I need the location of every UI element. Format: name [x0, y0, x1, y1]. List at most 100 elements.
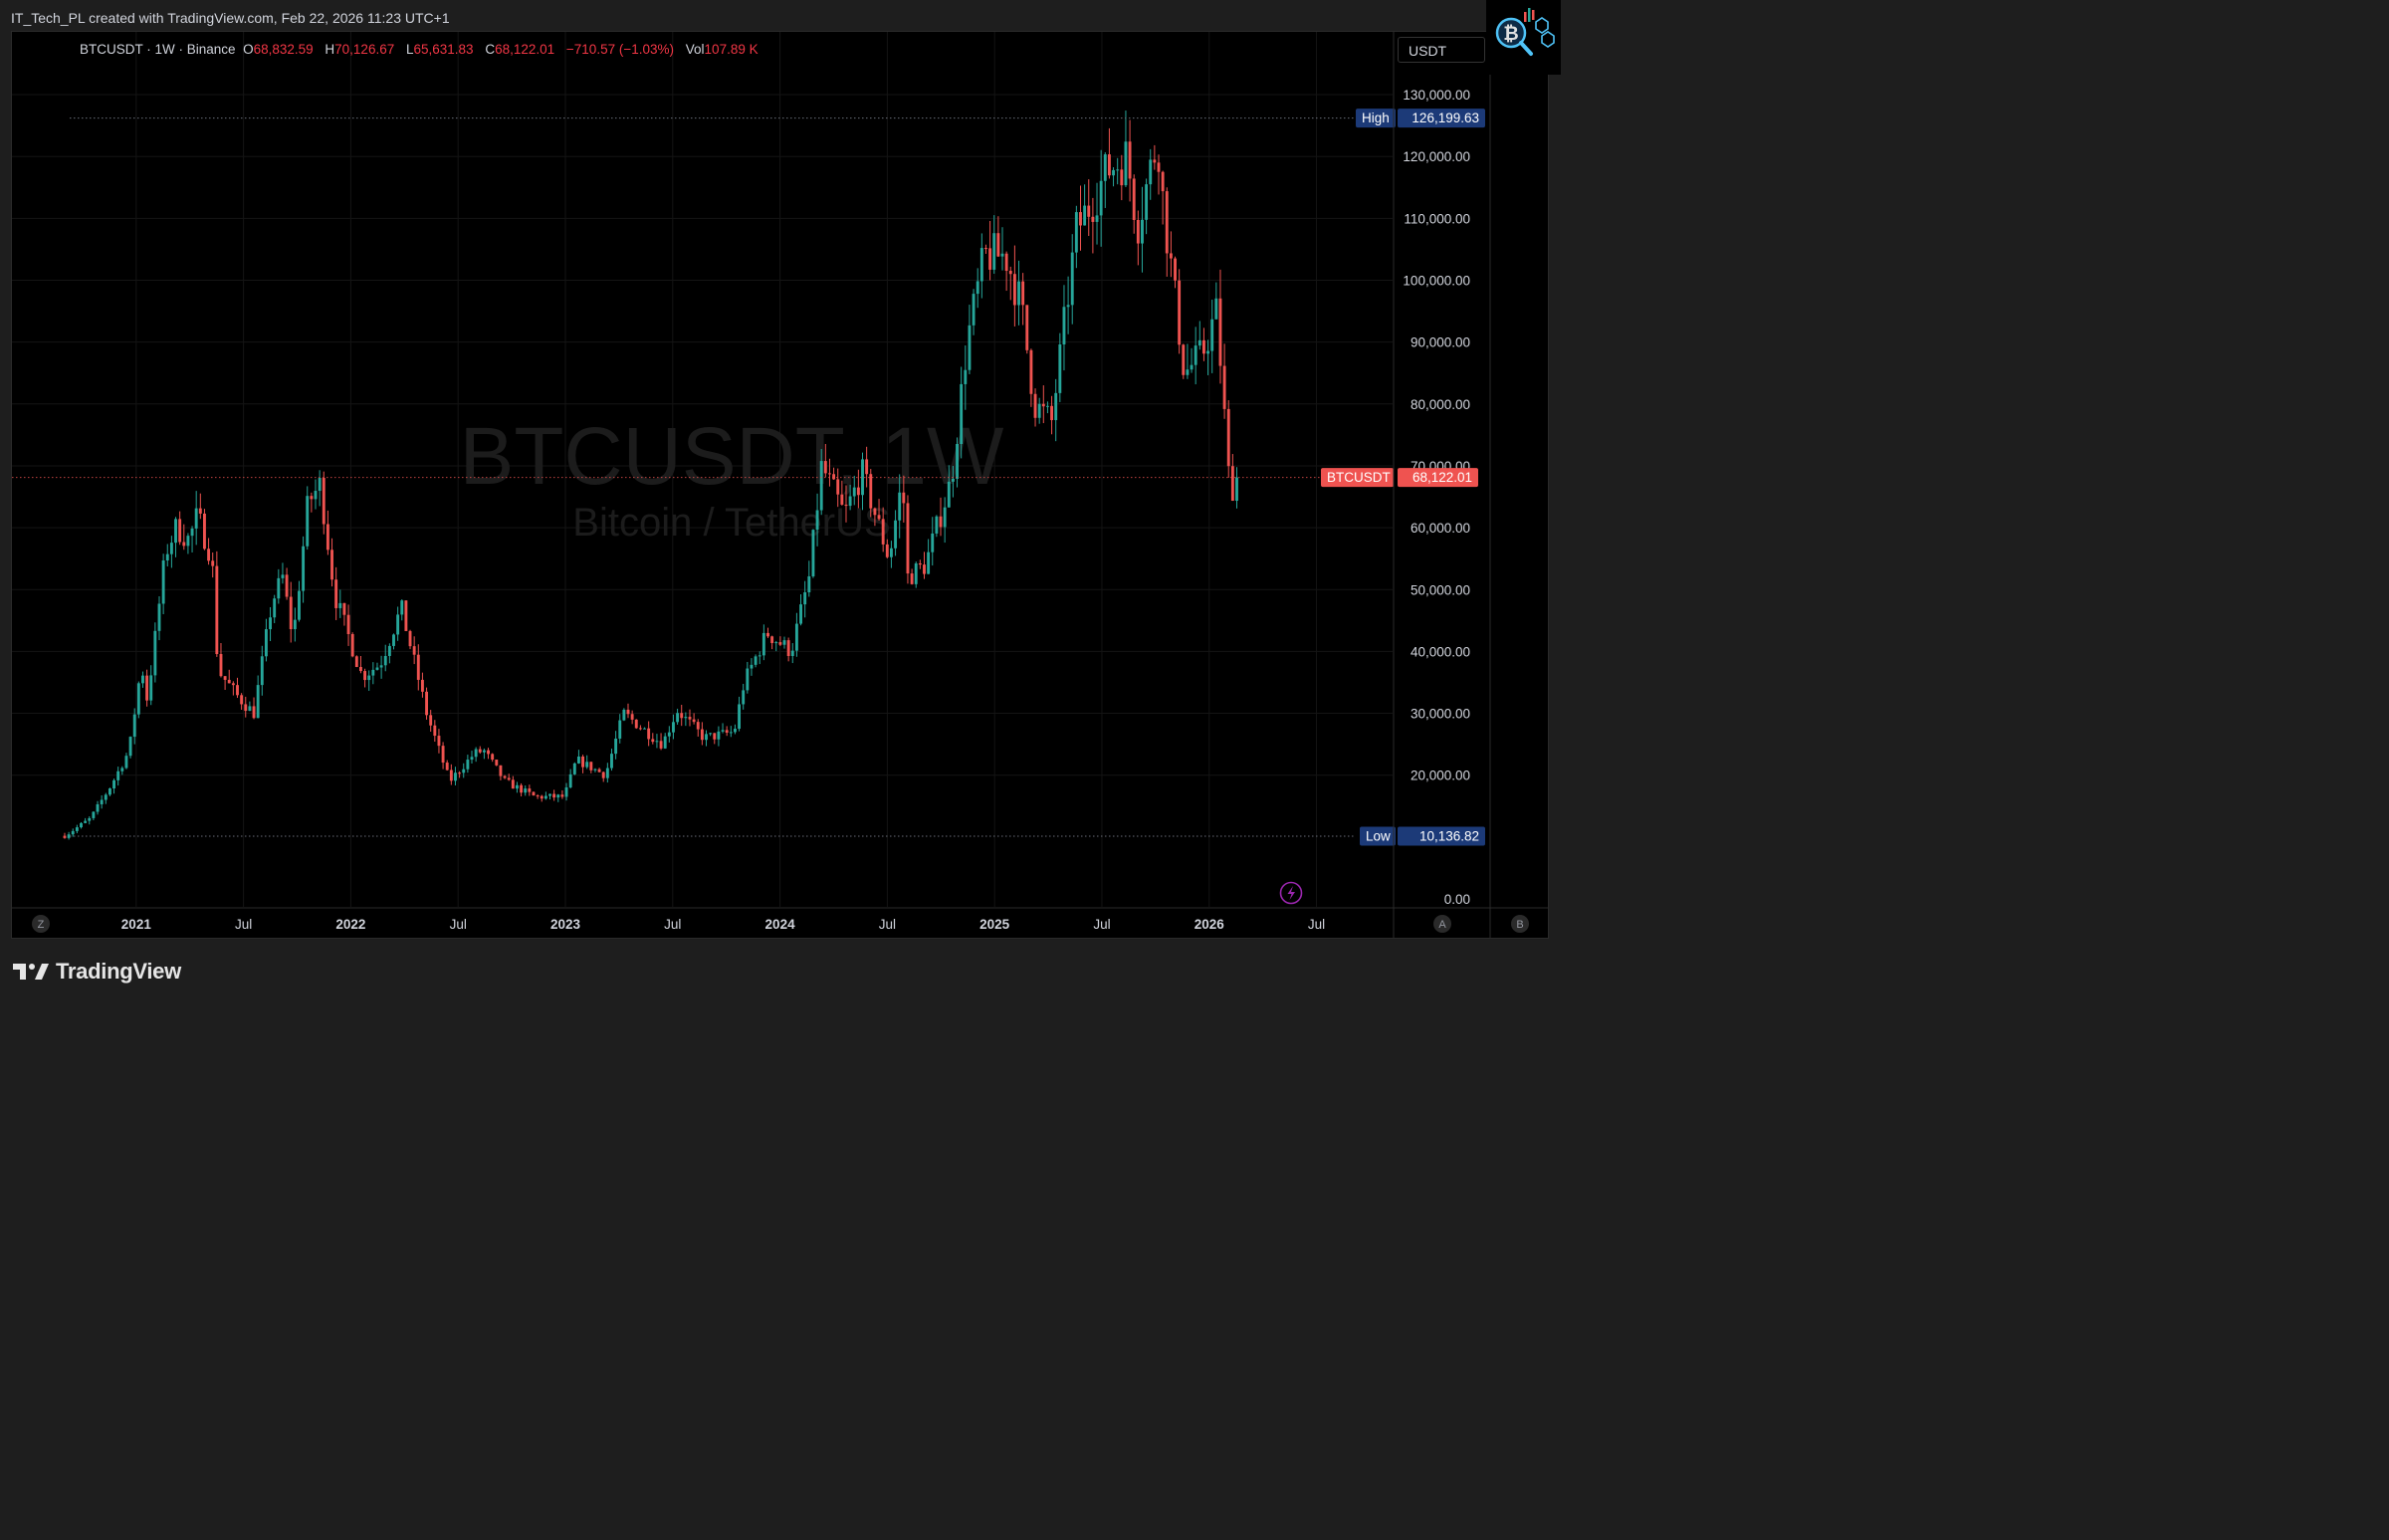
candle-body	[165, 553, 169, 561]
price-tick-label: 40,000.00	[1411, 644, 1470, 659]
legend-high-label: H	[325, 42, 335, 57]
candle-body	[996, 233, 1000, 257]
candle-body	[326, 524, 329, 550]
candle-body	[610, 754, 613, 769]
legend-low-value: 65,631.83	[413, 42, 474, 57]
auto-scale-button[interactable]: A	[1433, 915, 1451, 933]
candle-body	[128, 737, 132, 757]
candle-body	[552, 793, 556, 798]
candle-body	[881, 519, 885, 545]
candle-body	[568, 773, 572, 787]
candle-body	[75, 827, 79, 831]
candle-body	[524, 788, 528, 793]
candle-body	[1169, 253, 1173, 259]
candle-body	[1045, 405, 1049, 407]
candle-body	[643, 728, 646, 730]
chart-svg[interactable]: BTCUSDT, 1W Bitcoin / TetherUS 0.00 20,00…	[0, 0, 1561, 1006]
price-tick-label: 80,000.00	[1411, 397, 1470, 412]
candle-body	[1206, 350, 1210, 354]
candle-body	[63, 835, 67, 838]
price-tick-label: 100,000.00	[1403, 274, 1470, 289]
candle-body	[1025, 305, 1029, 350]
candle-body	[491, 754, 495, 761]
tradingview-logo[interactable]: TradingView	[13, 959, 181, 985]
candle-body	[338, 602, 342, 608]
candle-body	[1194, 345, 1197, 365]
high-marker-value: 126,199.63	[1412, 110, 1479, 125]
candle-body	[758, 655, 761, 657]
candle-body	[174, 519, 177, 544]
candle-body	[614, 738, 618, 755]
lightning-icon[interactable]	[1279, 881, 1303, 905]
candle-body	[1197, 339, 1201, 346]
candle-body	[1004, 253, 1008, 272]
candle-body	[1120, 169, 1124, 186]
price-tick-label: 130,000.00	[1403, 88, 1470, 103]
last-price-value-bg	[1398, 468, 1478, 488]
candle-body	[346, 614, 350, 634]
low-marker-value-bg	[1398, 826, 1485, 846]
candle-body	[742, 690, 746, 705]
currency-selector[interactable]: USDT	[1398, 37, 1485, 63]
candle-body	[359, 667, 362, 672]
candle-body	[794, 623, 798, 651]
candle-body	[354, 656, 358, 668]
candle-body	[811, 530, 815, 576]
candle-body	[404, 600, 408, 631]
candle-body	[556, 794, 560, 798]
candle-body	[659, 741, 663, 749]
candle-body	[844, 504, 848, 507]
candle-body	[322, 477, 326, 525]
candle-body	[585, 762, 589, 768]
candle-body	[914, 562, 918, 584]
legend-symbol[interactable]: BTCUSDT · 1W · Binance	[80, 42, 236, 57]
candle-body	[1041, 403, 1045, 407]
zoom-reset-button[interactable]: Z	[32, 915, 50, 933]
candle-body	[116, 770, 120, 780]
candle-body	[713, 733, 717, 740]
candle-body	[379, 665, 383, 668]
candle-body	[289, 596, 293, 630]
candle-body	[688, 717, 692, 720]
candle-body	[429, 715, 433, 726]
candle-body	[1218, 298, 1222, 366]
time-axis: 2021 Jul 2022 Jul 2023 Jul 2024 Jul 2025 Jul 2026 J…	[121, 917, 1325, 932]
candle-body	[543, 795, 547, 799]
candle-body	[223, 676, 227, 680]
candle-body	[564, 786, 568, 797]
candle-body	[1128, 141, 1132, 179]
last-price-symbol-label-bg	[1321, 468, 1394, 488]
candle-body	[1070, 252, 1074, 306]
candle-body	[227, 679, 231, 684]
time-tick-label: Jul	[235, 917, 252, 932]
candle-body	[503, 775, 507, 778]
candle-body	[1174, 258, 1177, 281]
candle-body	[738, 704, 742, 730]
panel-toggle-button[interactable]: B	[1511, 915, 1529, 933]
time-tick-label: 2024	[765, 917, 796, 932]
candle-body	[536, 795, 540, 797]
candle-body	[605, 768, 609, 778]
candle-body	[1062, 307, 1066, 345]
candle-body	[516, 784, 519, 789]
candle-body	[198, 508, 202, 514]
candle-body	[211, 560, 215, 566]
candle-body	[507, 777, 511, 780]
last-price-symbol-label: BTCUSDT	[1327, 470, 1391, 485]
candle-body	[136, 683, 140, 715]
candle-body	[511, 779, 515, 789]
candle-body	[219, 654, 223, 677]
candle-body	[840, 494, 844, 505]
candle-body	[392, 634, 395, 646]
candle-body	[298, 590, 301, 620]
candle-body	[754, 656, 758, 665]
candle-body	[1190, 364, 1194, 370]
candle-body	[1210, 319, 1214, 351]
time-tick-label: Jul	[1093, 917, 1110, 932]
candle-body	[387, 645, 391, 656]
candles-layer	[63, 110, 1238, 840]
candle-body	[848, 496, 852, 507]
candle-body	[314, 491, 318, 500]
candle-body	[548, 793, 551, 796]
candle-body	[790, 650, 794, 657]
